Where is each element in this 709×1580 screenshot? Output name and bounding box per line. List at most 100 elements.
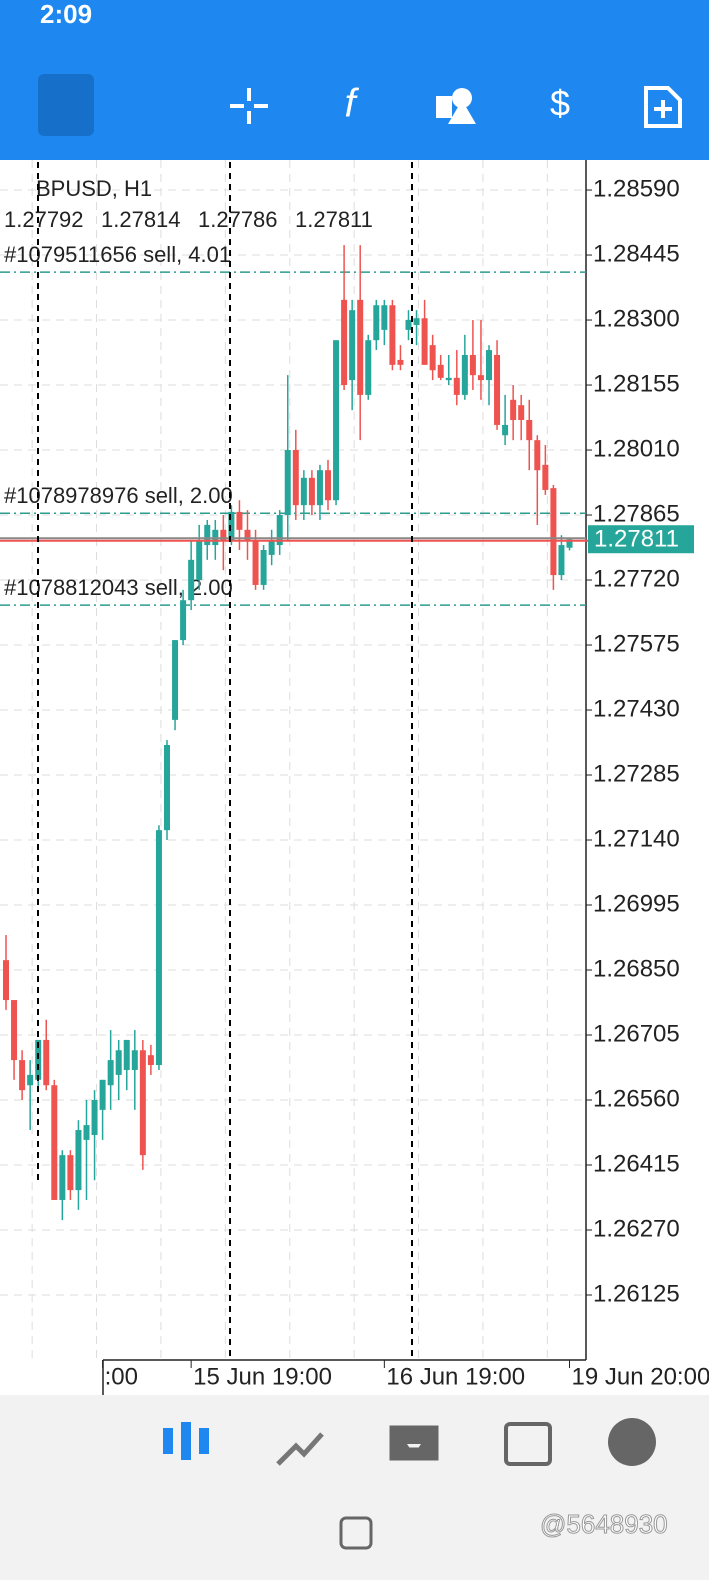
candle-body xyxy=(19,1060,26,1091)
trade-button[interactable]: $ xyxy=(550,83,570,124)
candle-body xyxy=(236,511,243,530)
symbol: BPUSD, H1 xyxy=(36,176,152,201)
candle-body xyxy=(204,524,211,546)
candle-body xyxy=(180,600,187,641)
y-tick-label: 1.28010 xyxy=(593,435,680,462)
messages-tab[interactable] xyxy=(608,1418,656,1466)
crosshair-button[interactable] xyxy=(230,88,268,124)
candle-body xyxy=(437,364,444,378)
y-tick-label: 1.28155 xyxy=(593,370,680,397)
candle-body xyxy=(502,424,509,436)
x-tick-label: 16 Jun 19:00 xyxy=(386,1363,525,1390)
new-order-button[interactable] xyxy=(644,86,682,128)
ohlc-open: 1.27792 xyxy=(4,207,84,232)
candle-body xyxy=(526,419,533,441)
candle-body xyxy=(292,450,299,506)
order-label: #1078812043 sell, 2.00 xyxy=(4,575,233,600)
separators xyxy=(37,162,413,1360)
candle-body xyxy=(220,529,227,541)
candle-body xyxy=(51,1085,58,1200)
y-tick-label: 1.27285 xyxy=(593,760,680,787)
candle-body xyxy=(357,299,364,395)
candle-body xyxy=(35,1039,42,1080)
candle-body xyxy=(139,1050,146,1156)
candle-body xyxy=(59,1155,66,1200)
candle-body xyxy=(155,830,162,1066)
order-label: #1078978976 sell, 2.00 xyxy=(4,483,233,508)
candle-body xyxy=(188,559,195,601)
candle-body xyxy=(510,399,517,420)
candle-body xyxy=(83,1125,90,1140)
ohlc-close: 1.27811 xyxy=(295,207,373,232)
y-tick-label: 1.26415 xyxy=(593,1150,680,1177)
y-tick-label: 1.27720 xyxy=(593,565,680,592)
candle-body xyxy=(397,359,404,365)
watermark: @5648930 xyxy=(540,1509,668,1539)
candle-body xyxy=(477,375,484,381)
y-tick-label: 1.26270 xyxy=(593,1215,680,1242)
candle-body xyxy=(566,539,573,548)
plot-area: 1.28590 1.28445 1.28300 1.28155 1.28010 1.278… xyxy=(0,160,709,1395)
candle-body xyxy=(123,1039,130,1070)
candle-body xyxy=(107,1060,114,1086)
candle-body xyxy=(333,340,340,501)
candle-body xyxy=(91,1100,98,1135)
history-tab[interactable] xyxy=(389,1425,439,1461)
candle-body xyxy=(373,305,380,341)
candle-body xyxy=(518,405,525,420)
status-time: 2:09 xyxy=(40,0,92,29)
candle-body xyxy=(147,1055,154,1066)
price-box-label: 1.27811 xyxy=(594,526,679,553)
y-tick-label: 1.26560 xyxy=(593,1085,680,1112)
y-tick-label: 1.26125 xyxy=(593,1280,680,1307)
candle-body xyxy=(67,1155,74,1191)
trade-tab[interactable] xyxy=(276,1432,324,1466)
candle-body xyxy=(308,477,315,506)
candle-body xyxy=(389,305,396,365)
candle-body xyxy=(381,305,388,330)
y-tick-label: 1.27140 xyxy=(593,825,680,852)
candle-body xyxy=(43,1039,50,1086)
candle-body xyxy=(27,1074,34,1086)
order-label: #1079511656 sell, 4.01 xyxy=(4,242,231,267)
candle-body xyxy=(260,549,267,585)
candle-body xyxy=(115,1050,122,1075)
home-button[interactable] xyxy=(339,1516,373,1550)
news-tab[interactable] xyxy=(504,1422,552,1466)
x-tick-label: 15 Jun 19:00 xyxy=(193,1363,332,1390)
y-tick-label: 1.28445 xyxy=(593,240,680,267)
candle-body xyxy=(244,529,251,541)
candle-body xyxy=(421,318,428,365)
candle-body xyxy=(164,744,170,831)
candle-body xyxy=(429,345,436,371)
candle-body xyxy=(534,440,541,471)
candle-body xyxy=(268,540,275,555)
candle-body xyxy=(196,540,203,581)
candle-body xyxy=(131,1050,138,1070)
objects-button[interactable] xyxy=(436,88,476,124)
candle-body xyxy=(3,960,9,1001)
bottom-nav: @5648930 xyxy=(163,1418,668,1550)
candle-body xyxy=(405,320,412,330)
candle-body xyxy=(550,488,557,576)
candle-body xyxy=(341,299,348,386)
app-icon[interactable] xyxy=(38,74,94,136)
candle-body xyxy=(228,511,235,541)
quotes-chart-tab[interactable] xyxy=(163,1422,209,1460)
candle-body xyxy=(284,450,291,516)
y-tick-label: 1.27575 xyxy=(593,630,680,657)
y-tick-label: 1.27865 xyxy=(593,500,680,527)
candle-body xyxy=(172,640,179,720)
candle-body xyxy=(99,1079,106,1110)
ohlc-high: 1.27814 xyxy=(101,207,181,232)
y-tick-label: 1.28300 xyxy=(593,305,680,332)
candle-body xyxy=(542,464,549,490)
candle-body xyxy=(494,354,501,425)
candle-body xyxy=(349,310,356,381)
top-bar xyxy=(0,0,709,160)
candle-body xyxy=(445,377,452,381)
candle-body xyxy=(300,477,307,506)
x-tick-label: :00 xyxy=(105,1363,138,1390)
candle-body xyxy=(11,1000,18,1061)
